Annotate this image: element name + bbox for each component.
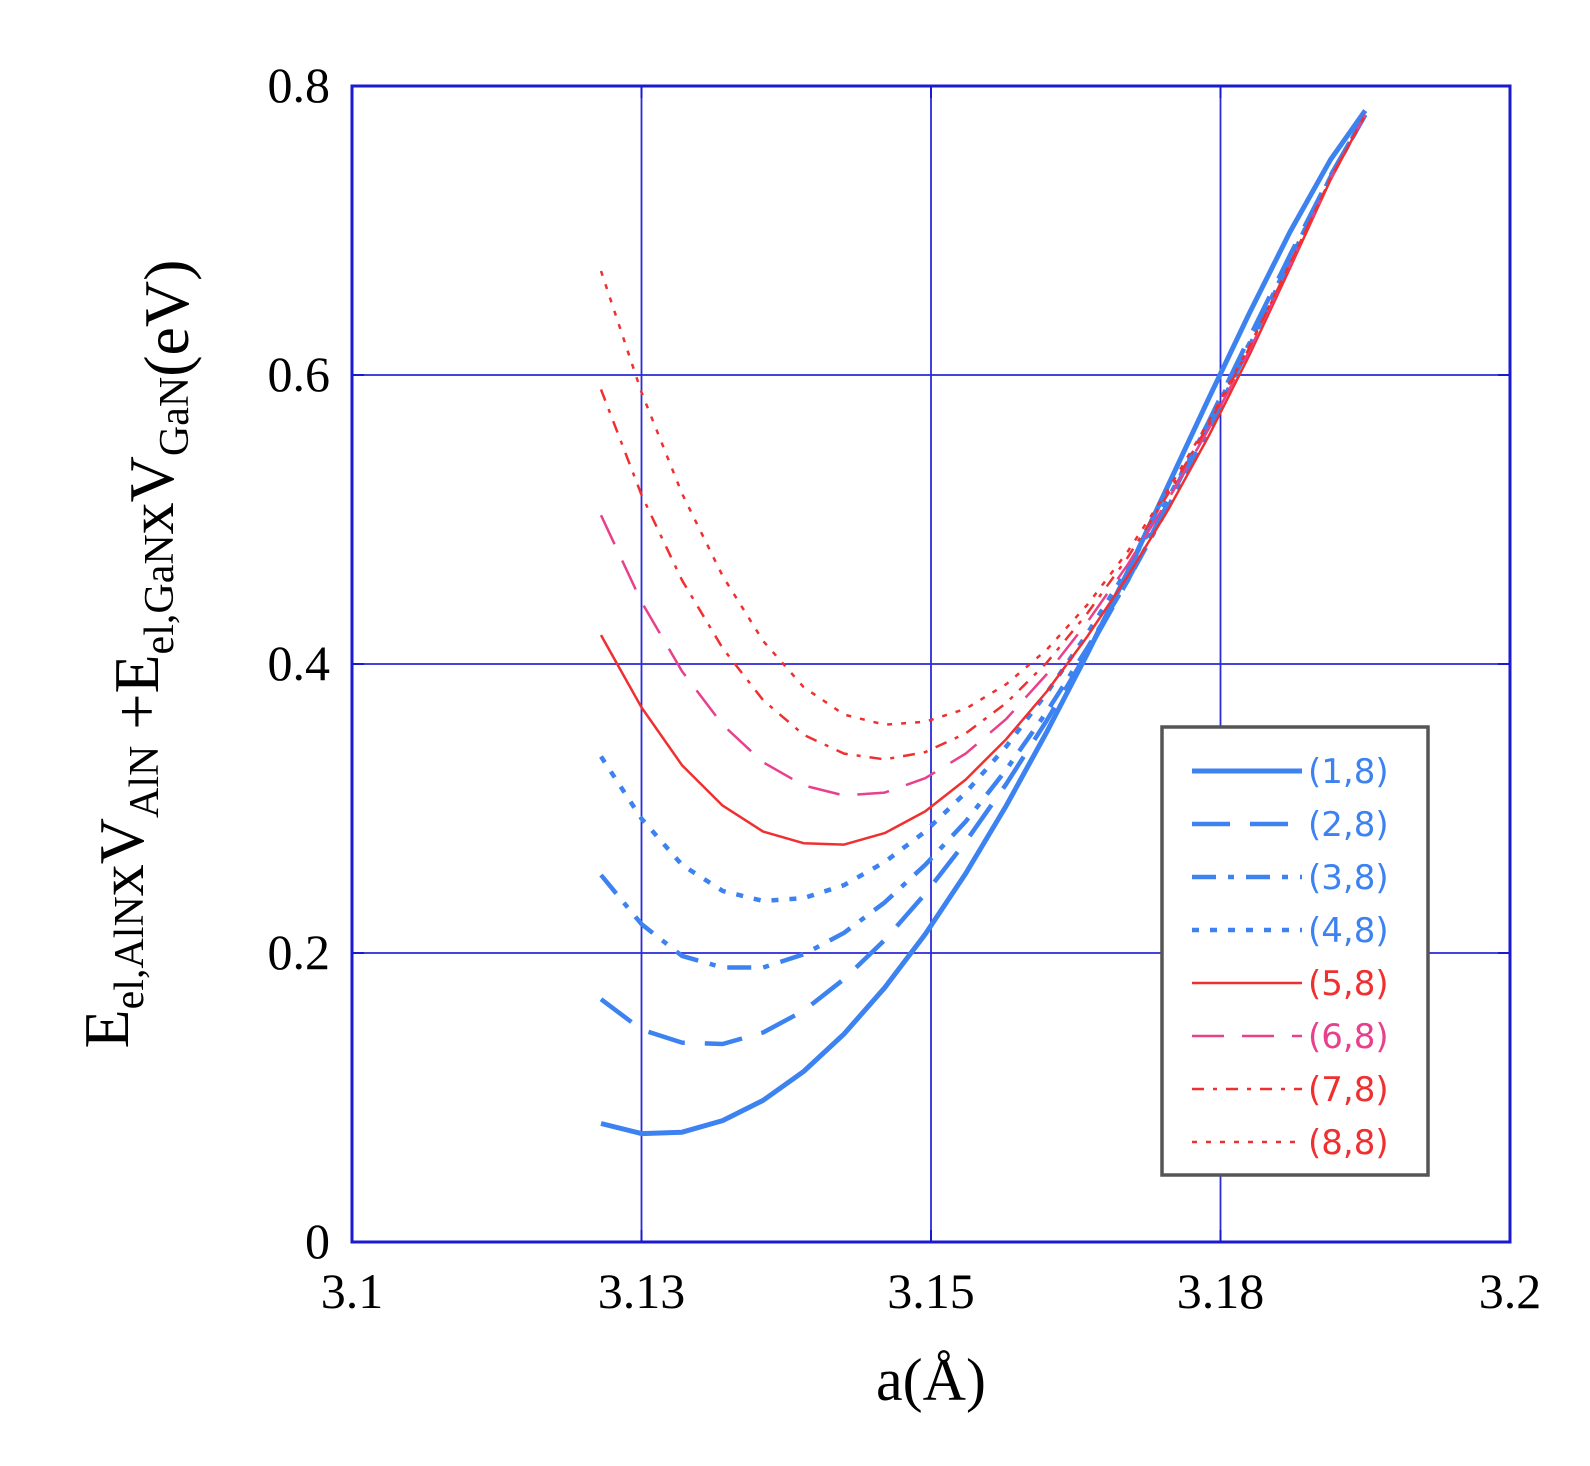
plot-series	[599, 109, 1368, 1137]
y-axis-title-part: el,AlN	[107, 896, 153, 1009]
y-axis-title-part: +E	[101, 654, 172, 745]
series-line	[599, 114, 1367, 797]
y-axis-title-part: V	[116, 456, 187, 502]
y-tick-label: 0.8	[268, 57, 331, 113]
x-tick-label: 3.1	[321, 1263, 384, 1319]
y-axis-title-part: (eV)	[131, 260, 202, 377]
y-tick-label: 0	[305, 1213, 330, 1269]
series-line	[599, 113, 1368, 1047]
legend-label: (4,8)	[1308, 911, 1389, 951]
legend-label: (8,8)	[1308, 1123, 1389, 1163]
legend-label: (1,8)	[1308, 752, 1389, 792]
legend-label: (7,8)	[1308, 1070, 1389, 1110]
y-axis-title-part: V	[86, 818, 157, 864]
y-tick-label: 0.2	[268, 924, 331, 980]
y-axis-title-part: GaN	[152, 377, 198, 456]
legend-box	[1160, 725, 1430, 1177]
tick-labels: 3.1 3.13 3.15 3.18 3.2 0 0.2 0.4 0.6 0.8	[268, 57, 1542, 1319]
legend: (1,8) (2,8) (3,8) (4,8) (5,8) (6,8) (7,8) (8,8)	[1160, 725, 1430, 1177]
y-axis-title-part: el,GaN	[137, 534, 183, 654]
legend-label: (2,8)	[1308, 805, 1389, 845]
x-axis-title: a(Å)	[876, 1347, 986, 1413]
x-tick-label: 3.18	[1177, 1263, 1265, 1319]
series-line	[600, 109, 1368, 1137]
legend-label: (5,8)	[1308, 964, 1389, 1004]
y-axis-title-part: E	[71, 1009, 142, 1048]
y-axis-title-part: x	[116, 502, 187, 534]
y-axis-title: Eel,AlNxVAlN +Eel,GaNxVGaN(eV)	[71, 260, 202, 1049]
y-axis-title-part: x	[86, 864, 157, 896]
legend-label: (6,8)	[1308, 1017, 1389, 1057]
y-tick-label: 0.6	[268, 346, 331, 402]
series-line	[599, 114, 1367, 726]
y-axis-title-part: AlN	[122, 746, 168, 818]
y-tick-label: 0.4	[268, 635, 331, 691]
series-line	[599, 114, 1367, 846]
x-tick-label: 3.2	[1479, 1263, 1542, 1319]
plot-frame	[350, 84, 1512, 1244]
x-tick-label: 3.15	[887, 1263, 975, 1319]
x-tick-label: 3.13	[598, 1263, 686, 1319]
legend-label: (3,8)	[1308, 858, 1389, 898]
series-line	[599, 114, 1367, 761]
